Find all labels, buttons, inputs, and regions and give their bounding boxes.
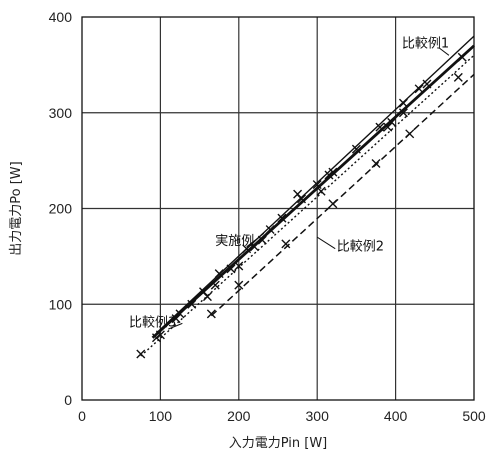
data-point-marker: [406, 130, 414, 138]
x-tick-label: 100: [149, 408, 173, 424]
data-point-marker: [294, 190, 302, 198]
x-tick-label: 400: [384, 408, 408, 424]
data-point-marker: [454, 73, 462, 81]
series-line: [211, 74, 474, 315]
series-annotation: 比較例3: [129, 315, 176, 330]
y-axis-label: 出力電力Po [W]: [9, 161, 24, 255]
x-tick-label: 200: [227, 408, 251, 424]
data-point-marker: [329, 200, 337, 208]
series-line: [141, 55, 474, 356]
series-annotation: 比較例2: [337, 240, 384, 255]
y-tick-label: 100: [49, 296, 73, 312]
series-1: [153, 46, 474, 339]
series-2: [156, 36, 474, 333]
series-annotation: 比較例1: [402, 37, 449, 52]
x-tick-label: 300: [306, 408, 330, 424]
series-line: [156, 36, 474, 333]
x-tick-label: 0: [78, 408, 86, 424]
series-layer: [137, 36, 474, 358]
annotation-leader-line: [317, 237, 335, 248]
data-point-marker: [415, 85, 423, 93]
y-tick-label: 300: [49, 105, 73, 121]
data-point-marker: [372, 159, 380, 167]
y-tick-label: 0: [64, 392, 72, 408]
data-point-marker: [203, 293, 211, 301]
x-tick-label: 500: [462, 408, 486, 424]
tick-labels: 0 100 200 300 400 500 0 100 200 300 400: [49, 9, 486, 424]
x-axis-label: 入力電力Pin [W]: [229, 436, 328, 451]
y-tick-label: 400: [49, 9, 73, 25]
y-tick-label: 200: [49, 201, 73, 217]
annotations: 比較例1 実施例 比較例2 比較例3: [129, 37, 449, 331]
grid: [82, 17, 474, 400]
data-point-marker: [137, 350, 145, 358]
series-annotation: 実施例: [215, 233, 254, 249]
series-4: [137, 55, 474, 358]
series-3: [207, 73, 474, 318]
